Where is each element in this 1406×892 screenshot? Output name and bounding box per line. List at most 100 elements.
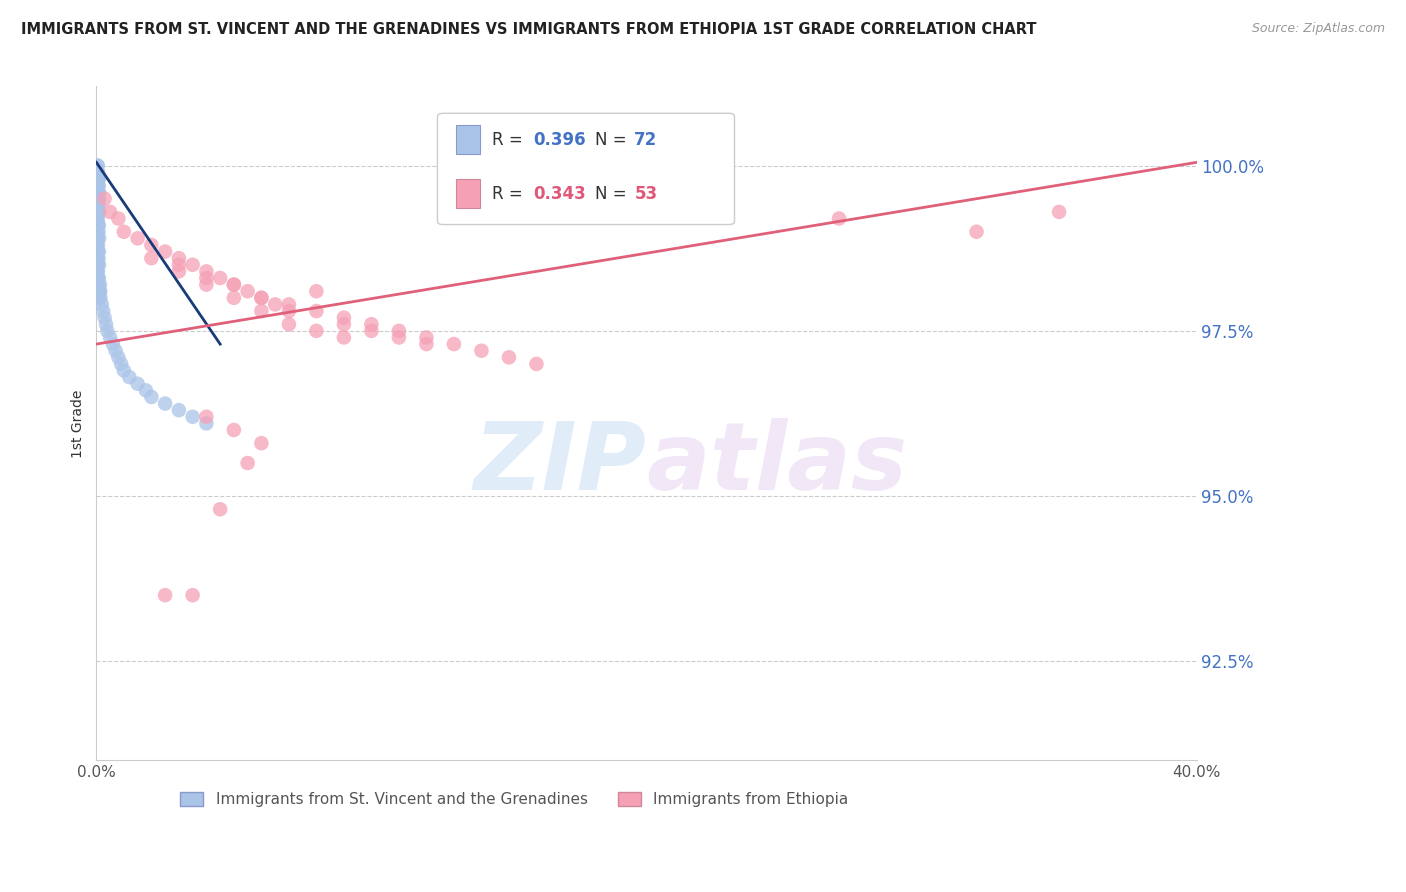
Point [222,277,245,292]
Point [388,324,411,338]
Point [87,258,110,272]
Point [415,337,437,351]
Point [443,337,465,351]
Point [87,271,110,285]
Point [86,192,108,206]
Point [86,165,108,179]
Point [89,284,111,298]
Point [360,318,382,332]
Text: ZIP: ZIP [474,417,647,510]
Point [87,198,110,212]
Point [87,244,110,259]
Point [86,225,108,239]
Point [195,277,218,292]
Point [167,264,190,278]
Point [87,211,110,226]
Point [87,185,110,199]
Bar [456,179,481,208]
Point [135,384,157,398]
Point [277,297,299,311]
Point [98,330,121,344]
Point [181,588,204,602]
Point [87,192,110,206]
Bar [456,126,481,153]
Point [195,264,218,278]
Point [89,291,111,305]
Text: N =: N = [595,130,631,149]
Point [222,277,245,292]
Point [87,258,110,272]
Point [87,231,110,245]
Point [87,172,110,186]
Point [112,225,135,239]
Point [87,251,110,265]
Point [127,231,149,245]
Point [87,244,110,259]
Point [86,231,108,245]
Point [167,403,190,417]
Point [94,318,117,332]
Point [167,258,190,272]
Point [87,172,110,186]
Point [209,271,232,285]
Point [87,218,110,232]
Point [87,205,110,219]
Point [87,225,110,239]
Point [222,291,245,305]
Point [167,251,190,265]
Point [127,376,149,391]
Point [87,205,110,219]
Text: 72: 72 [634,130,658,149]
Y-axis label: 1st Grade: 1st Grade [72,389,86,458]
Point [86,185,108,199]
FancyBboxPatch shape [437,113,734,225]
Point [87,178,110,193]
Point [828,211,851,226]
Point [236,456,259,470]
Point [89,291,111,305]
Point [93,310,115,325]
Point [141,390,163,404]
Point [89,284,111,298]
Point [86,172,108,186]
Point [305,304,328,318]
Point [415,330,437,344]
Point [104,343,127,358]
Point [966,225,988,239]
Point [87,172,110,186]
Point [388,330,411,344]
Point [236,284,259,298]
Text: R =: R = [492,185,529,202]
Point [86,238,108,252]
Text: N =: N = [595,185,631,202]
Point [87,271,110,285]
Point [112,363,135,377]
Point [107,351,129,365]
Point [87,159,110,173]
Point [333,330,356,344]
Point [87,178,110,193]
Point [87,185,110,199]
Point [209,502,232,516]
Point [141,251,163,265]
Point [91,304,114,318]
Text: atlas: atlas [647,417,908,510]
Point [526,357,548,371]
Point [1047,205,1070,219]
Point [250,304,273,318]
Point [86,264,108,278]
Legend: Immigrants from St. Vincent and the Grenadines, Immigrants from Ethiopia: Immigrants from St. Vincent and the Gren… [174,786,855,814]
Point [86,205,108,219]
Point [305,284,328,298]
Point [86,198,108,212]
Point [87,218,110,232]
Text: 0.396: 0.396 [533,130,586,149]
Point [101,337,124,351]
Point [89,277,111,292]
Point [86,258,108,272]
Point [110,357,132,371]
Point [195,271,218,285]
Point [93,192,115,206]
Point [250,291,273,305]
Point [87,231,110,245]
